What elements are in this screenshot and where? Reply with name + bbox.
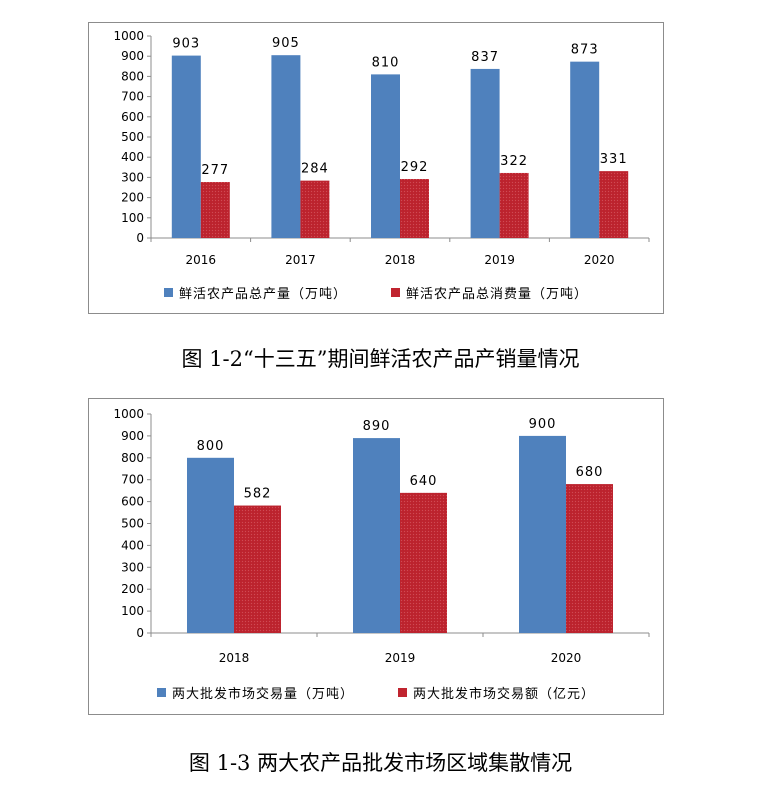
legend-label: 鲜活农产品总消费量（万吨） xyxy=(406,287,589,302)
y-tick-label: 800 xyxy=(121,451,144,465)
bar-blue xyxy=(353,438,400,633)
legend-item: 两大批发市场交易额（亿元） xyxy=(398,683,595,702)
y-tick-label: 400 xyxy=(121,150,144,164)
legend-item: 鲜活农产品总消费量（万吨） xyxy=(391,283,588,302)
y-tick-label: 600 xyxy=(121,495,144,509)
y-tick-label: 0 xyxy=(136,626,144,640)
legend-item: 鲜活农产品总产量（万吨） xyxy=(163,283,347,302)
data-label: 331 xyxy=(600,152,628,167)
x-tick-label: 2016 xyxy=(186,253,217,267)
y-tick-label: 700 xyxy=(121,90,144,104)
legend-swatch-red xyxy=(391,288,400,297)
legend-label: 鲜活农产品总产量（万吨） xyxy=(178,287,347,302)
y-tick-label: 200 xyxy=(121,582,144,596)
legend-item: 两大批发市场交易量（万吨） xyxy=(156,683,354,702)
chart-1-plot: 0 100 200 300 400 500 600 700 800 900 1000 2016 903 2… xyxy=(113,29,650,267)
data-label: 277 xyxy=(201,163,229,178)
bar-red xyxy=(234,505,281,633)
bar-red xyxy=(300,180,330,238)
x-tick-label: 2020 xyxy=(551,651,582,665)
chart-2-legend: 两大批发市场交易量（万吨） 两大批发市场交易额（亿元） xyxy=(89,683,663,702)
y-tick-label: 900 xyxy=(121,49,144,63)
y-tick-label: 900 xyxy=(121,429,144,443)
legend-swatch-red xyxy=(398,688,407,697)
y-tick-label: 500 xyxy=(121,517,144,531)
data-label: 322 xyxy=(500,154,528,169)
data-label: 837 xyxy=(471,50,499,65)
bar-blue xyxy=(171,55,201,239)
data-label: 640 xyxy=(410,474,438,489)
bar-red xyxy=(599,171,629,238)
bar-red xyxy=(566,484,613,633)
y-tick-label: 1000 xyxy=(113,407,144,421)
x-tick-label: 2019 xyxy=(385,651,416,665)
data-label: 905 xyxy=(272,36,300,51)
x-tick-label: 2018 xyxy=(219,651,250,665)
chart-1: 0 100 200 300 400 500 600 700 800 900 1000 2016 903 2… xyxy=(88,22,664,314)
data-label: 903 xyxy=(172,37,200,52)
bar-blue xyxy=(271,55,301,238)
bar-blue xyxy=(570,61,600,239)
data-label: 292 xyxy=(401,160,429,175)
y-tick-label: 300 xyxy=(121,170,144,184)
data-label: 582 xyxy=(244,487,272,502)
x-tick-label: 2020 xyxy=(584,253,615,267)
bar-blue xyxy=(187,457,234,633)
bar-red xyxy=(200,182,230,238)
y-tick-label: 700 xyxy=(121,473,144,487)
x-tick-label: 2017 xyxy=(285,253,316,267)
chart-2: 0 100 200 300 400 500 600 700 800 900 1000 2018 800 5… xyxy=(88,398,664,715)
bar-blue xyxy=(371,74,400,238)
y-tick-label: 400 xyxy=(121,538,144,552)
legend-label: 两大批发市场交易量（万吨） xyxy=(171,687,354,702)
y-tick-label: 200 xyxy=(121,191,144,205)
y-tick-label: 1000 xyxy=(113,29,144,43)
figure-caption-2: 图 1-3 两大农产品批发市场区域集散情况 xyxy=(188,751,573,775)
legend-swatch-blue xyxy=(163,288,173,297)
data-label: 810 xyxy=(372,55,400,70)
data-label: 680 xyxy=(576,465,604,480)
bar-red xyxy=(400,492,447,633)
y-tick-label: 600 xyxy=(121,110,144,124)
x-tick-label: 2018 xyxy=(385,253,416,267)
x-tick-label: 2019 xyxy=(484,253,515,267)
data-label: 873 xyxy=(571,43,599,58)
bar-blue xyxy=(519,435,566,633)
y-tick-label: 500 xyxy=(121,130,144,144)
data-label: 890 xyxy=(363,419,391,434)
data-label: 284 xyxy=(301,162,329,177)
chart-2-plot: 0 100 200 300 400 500 600 700 800 900 1000 2018 800 5… xyxy=(113,407,650,665)
bar-red xyxy=(400,179,429,238)
y-tick-label: 800 xyxy=(121,69,144,83)
data-label: 900 xyxy=(529,417,557,432)
chart-1-legend: 鲜活农产品总产量（万吨） 鲜活农产品总消费量（万吨） xyxy=(89,283,663,302)
legend-swatch-blue xyxy=(156,688,166,697)
legend-label: 两大批发市场交易额（亿元） xyxy=(413,687,596,702)
y-tick-label: 0 xyxy=(136,231,144,245)
y-tick-label: 300 xyxy=(121,560,144,574)
y-tick-label: 100 xyxy=(121,211,144,225)
bar-red xyxy=(499,172,529,238)
y-tick-label: 100 xyxy=(121,604,144,618)
figure-caption-1: 图 1-2“十三五”期间鲜活农产品产销量情况 xyxy=(181,347,580,371)
bar-blue xyxy=(470,68,500,238)
data-label: 800 xyxy=(197,439,225,454)
